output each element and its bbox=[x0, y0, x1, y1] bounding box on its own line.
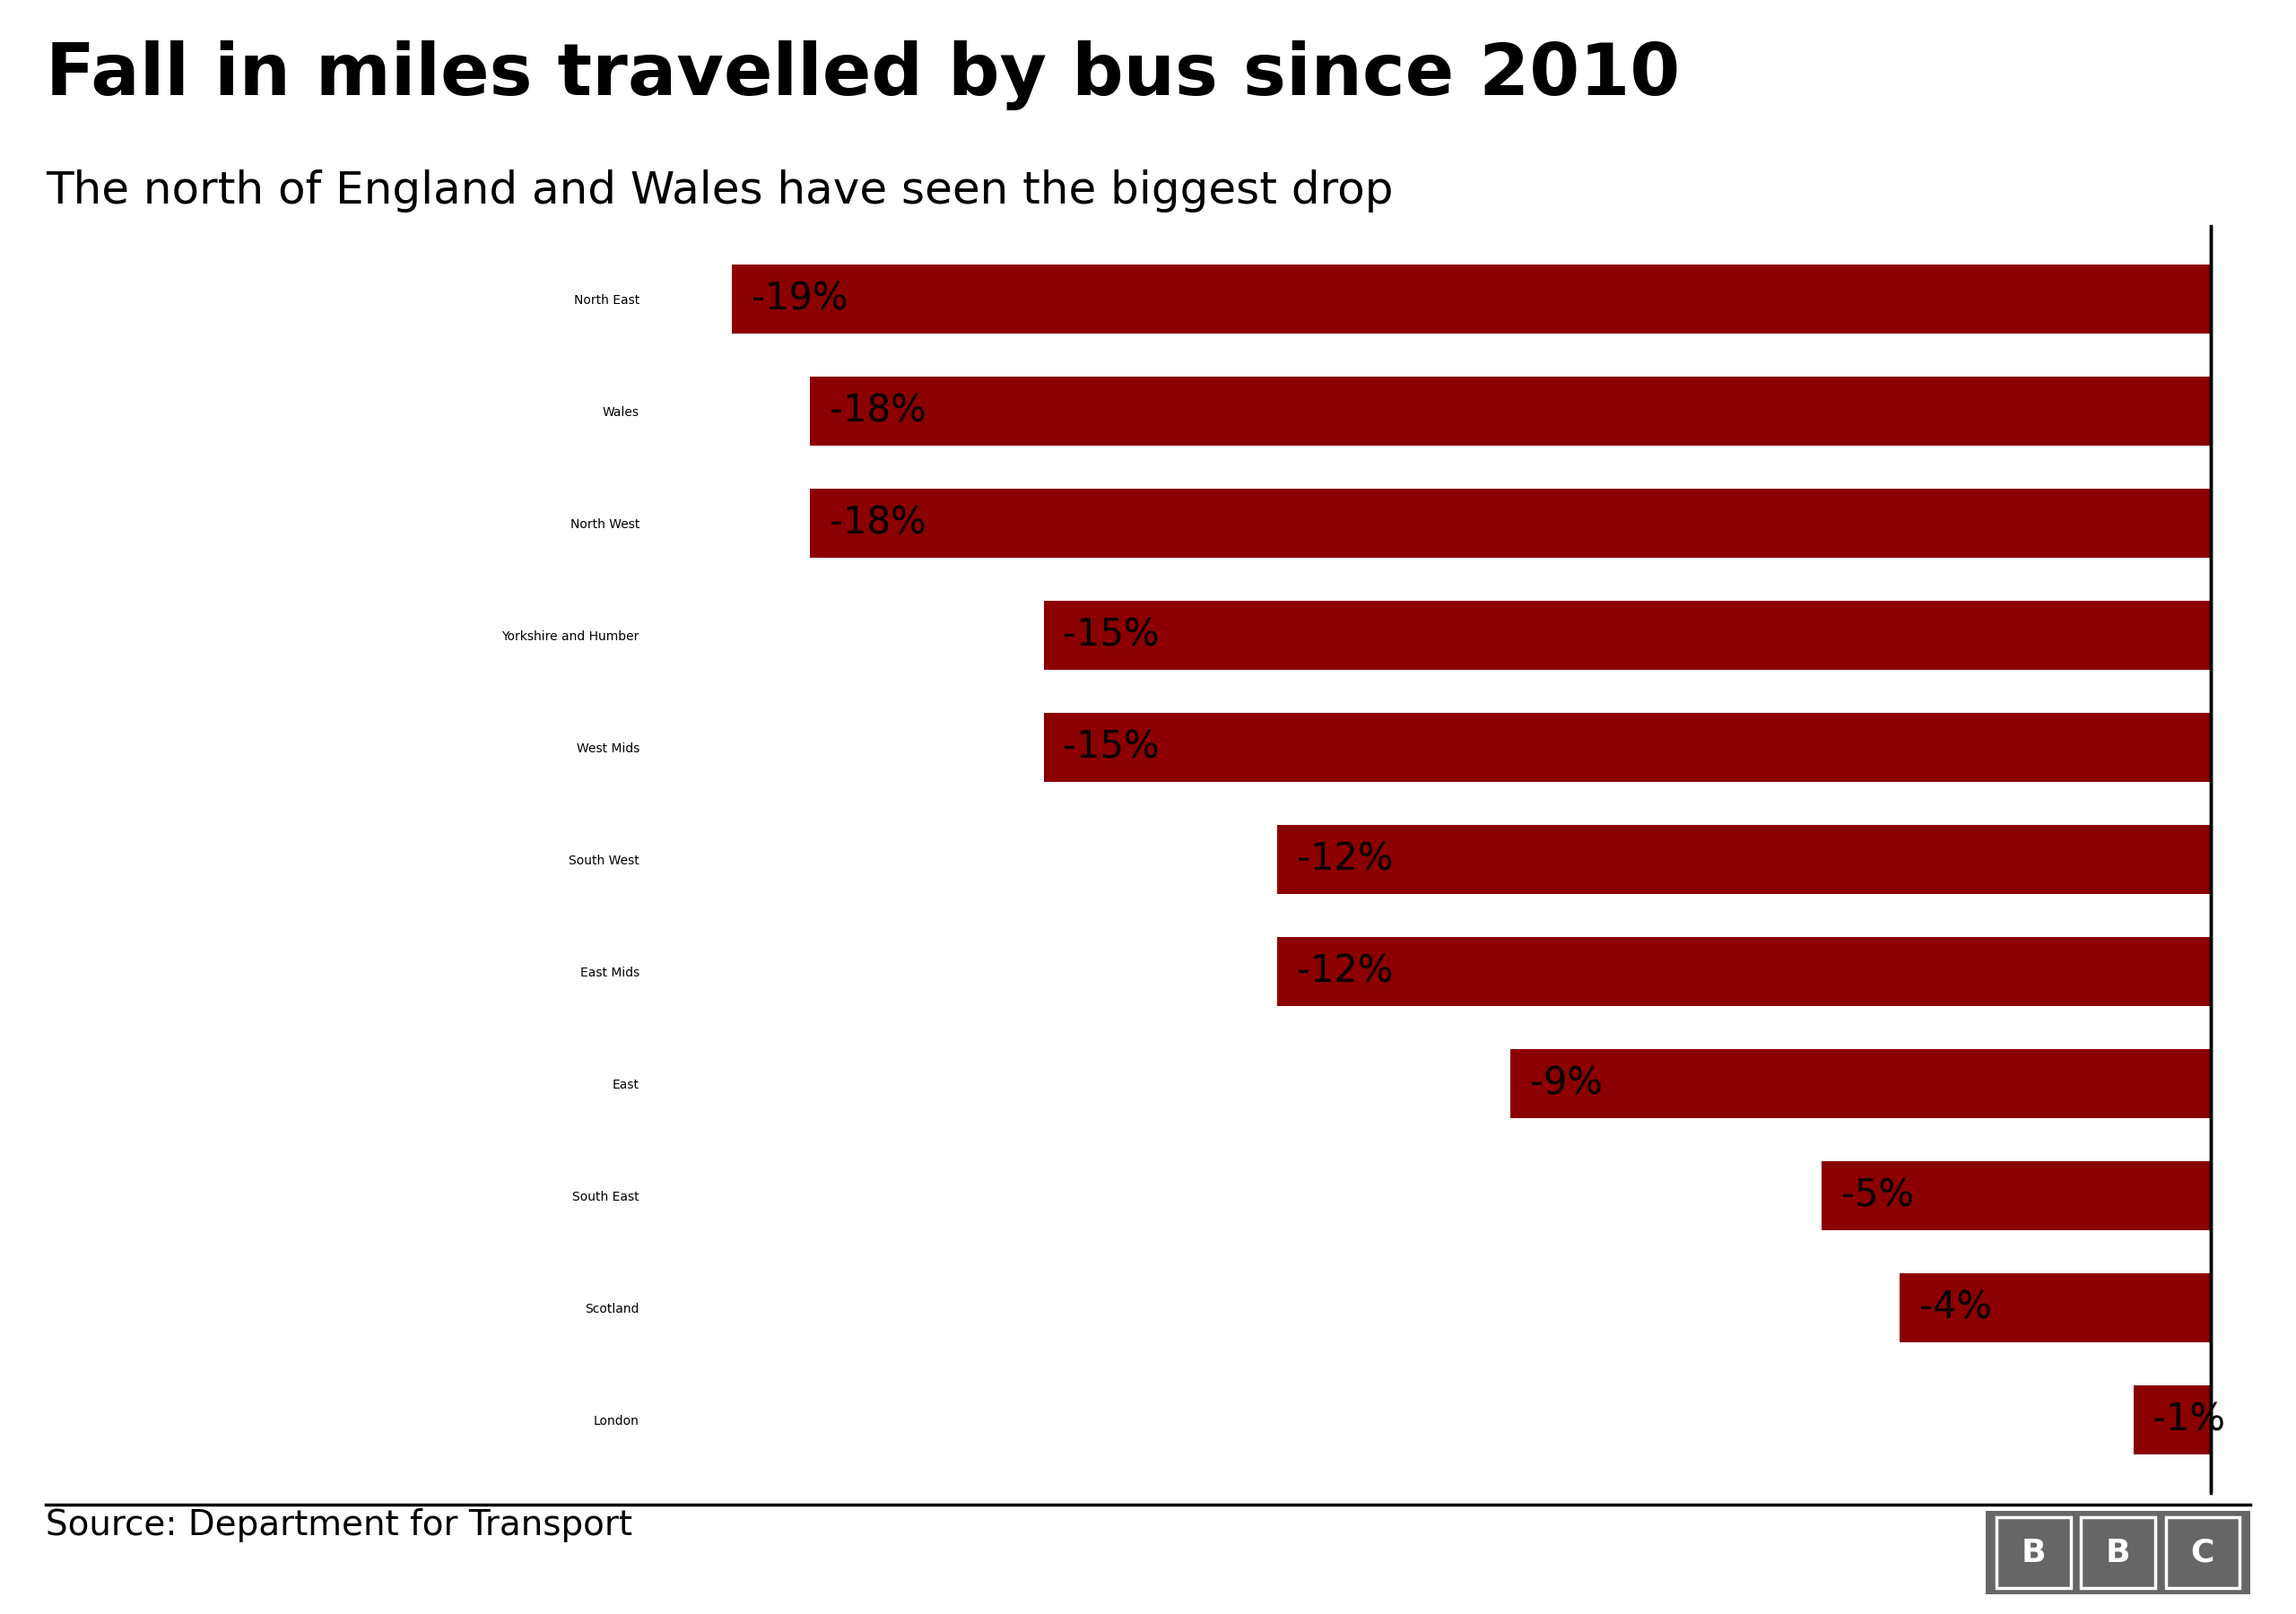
Text: -18%: -18% bbox=[829, 392, 925, 429]
Bar bbox=[1045, 600, 2211, 670]
Bar bbox=[1899, 1273, 2211, 1343]
Text: Source: Department for Transport: Source: Department for Transport bbox=[46, 1507, 631, 1543]
Bar bbox=[1277, 825, 2211, 894]
Text: B: B bbox=[2020, 1538, 2046, 1567]
Text: B: B bbox=[2105, 1538, 2131, 1567]
Text: -18%: -18% bbox=[829, 504, 925, 542]
Bar bbox=[810, 489, 2211, 558]
Bar bbox=[1045, 712, 2211, 783]
Bar bbox=[2080, 1517, 2156, 1588]
Text: -12%: -12% bbox=[1297, 952, 1394, 991]
Bar bbox=[1277, 936, 2211, 1007]
Bar bbox=[1511, 1049, 2211, 1119]
Text: -15%: -15% bbox=[1063, 728, 1159, 767]
Text: -19%: -19% bbox=[751, 279, 847, 318]
Bar bbox=[732, 265, 2211, 334]
Text: The north of England and Wales have seen the biggest drop: The north of England and Wales have seen… bbox=[46, 169, 1394, 213]
Bar bbox=[810, 376, 2211, 445]
Bar bbox=[2133, 1385, 2211, 1454]
Text: -1%: -1% bbox=[2154, 1401, 2225, 1440]
Bar bbox=[1998, 1517, 2071, 1588]
Bar bbox=[1823, 1160, 2211, 1230]
Text: -9%: -9% bbox=[1529, 1065, 1603, 1102]
Bar bbox=[2165, 1517, 2239, 1588]
Text: -4%: -4% bbox=[1919, 1290, 1993, 1327]
Text: -15%: -15% bbox=[1063, 617, 1159, 654]
Text: C: C bbox=[2190, 1538, 2213, 1567]
Text: -12%: -12% bbox=[1297, 841, 1394, 878]
Text: Fall in miles travelled by bus since 2010: Fall in miles travelled by bus since 201… bbox=[46, 40, 1681, 110]
Text: -5%: -5% bbox=[1841, 1177, 1915, 1215]
